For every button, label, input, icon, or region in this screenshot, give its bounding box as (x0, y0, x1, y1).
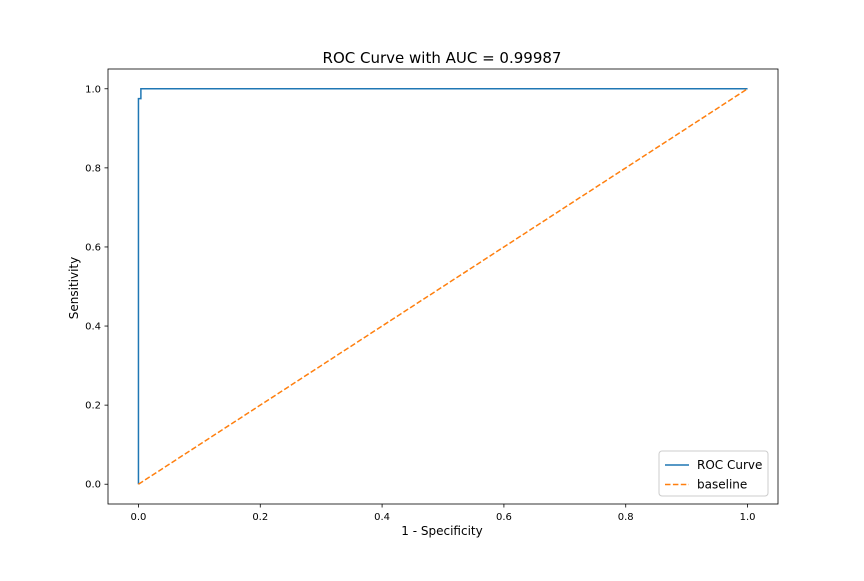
series-line-baseline (138, 88, 748, 485)
x-tick-label: 1.0 (740, 512, 756, 523)
axes-frame (107, 68, 779, 505)
series-line-roc-curve (137, 88, 748, 485)
y-tick-label: 0.4 (85, 322, 101, 333)
x-tick-label: 0.4 (374, 512, 390, 523)
chart-title: ROC Curve with AUC = 0.99987 (323, 49, 562, 67)
legend-label: baseline (697, 478, 747, 492)
legend-label: ROC Curve (697, 458, 762, 472)
plot-area: 0.0 0.2 0.4 0.6 0.8 1.0 0.0 0.2 0.4 0.6 0.8 1.0 (85, 68, 779, 523)
x-tick-label: 0.2 (252, 512, 268, 523)
y-tick-label: 0.0 (85, 480, 101, 491)
x-tick-label: 0.6 (496, 512, 512, 523)
y-tick-label: 0.6 (85, 242, 101, 253)
y-tick-label: 0.2 (85, 401, 101, 412)
x-tick-label: 0.0 (131, 512, 147, 523)
y-axis-label: Sensitivity (67, 257, 81, 319)
x-tick-label: 0.8 (618, 512, 634, 523)
x-axis-label: 1 - Specificity (401, 524, 482, 538)
y-tick-label: 0.8 (85, 163, 101, 174)
legend: ROC Curve baseline (658, 450, 769, 497)
y-tick-label: 1.0 (85, 84, 101, 95)
